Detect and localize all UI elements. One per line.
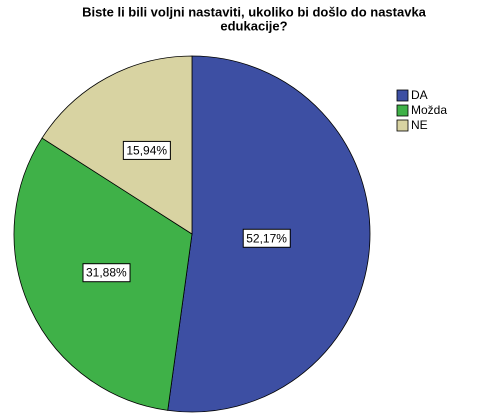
legend-label: NE (411, 118, 428, 132)
data-label-box (242, 228, 291, 248)
data-label: 52,17% (246, 231, 287, 245)
legend-swatch (396, 119, 409, 132)
legend-swatch (396, 89, 409, 102)
legend-swatch (396, 104, 409, 117)
legend-label: Možda (411, 103, 447, 117)
data-label: 31,88% (86, 266, 127, 280)
chart-title: Biste li bili voljni nastaviti, ukoliko … (82, 4, 427, 19)
chart-title: edukacije? (220, 18, 287, 33)
data-label: 15,94% (126, 143, 167, 157)
legend-label: DA (411, 88, 428, 102)
data-label-box (82, 263, 131, 283)
pie-slice (41, 55, 193, 235)
data-label-box (122, 140, 171, 160)
